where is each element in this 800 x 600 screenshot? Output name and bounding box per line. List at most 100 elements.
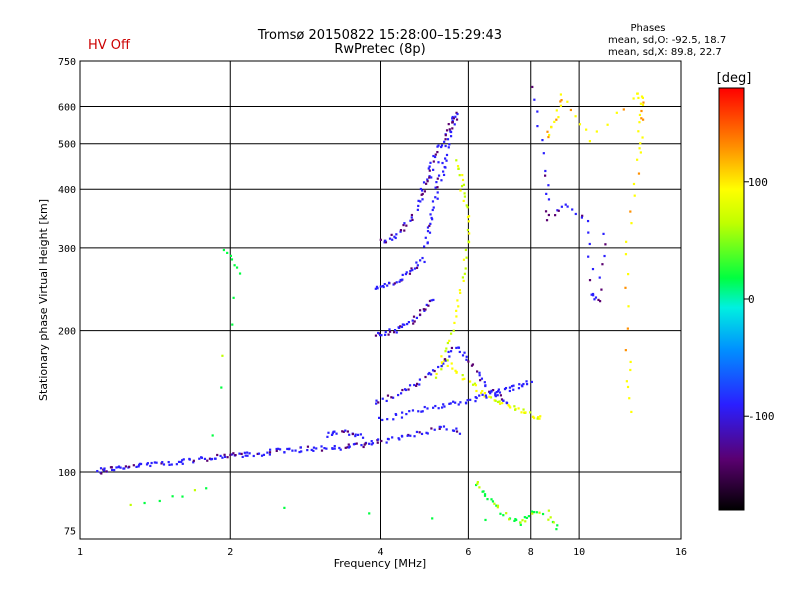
echo-point (454, 369, 457, 372)
echo-point (287, 448, 291, 451)
echo-point (428, 165, 431, 168)
echo-point (429, 222, 432, 225)
echo-point (413, 435, 416, 438)
echo-point (344, 429, 347, 432)
echo-point (415, 316, 419, 320)
echo-point (426, 407, 429, 410)
echo-point (455, 111, 458, 114)
echo-point (238, 272, 242, 275)
colorbar-tick-label: -100 (748, 410, 775, 423)
echo-point (591, 267, 595, 271)
echo-point (412, 315, 416, 318)
echo-point (436, 150, 439, 154)
echo-point (248, 452, 251, 455)
echo-point (437, 161, 440, 164)
echo-point (436, 197, 439, 200)
echo-point (243, 451, 246, 454)
x-tick-label: 2 (227, 547, 233, 558)
echo-point (480, 391, 483, 394)
echo-point (137, 465, 140, 468)
echo-point (449, 350, 453, 353)
echo-point (359, 433, 362, 436)
echo-point (441, 161, 444, 165)
echo-point (510, 385, 514, 388)
echo-point (555, 109, 558, 112)
echo-point (553, 120, 556, 123)
echo-point (483, 391, 487, 395)
echo-point (586, 219, 590, 223)
echo-point (435, 372, 438, 376)
echo-point (222, 248, 226, 252)
echo-point (498, 391, 502, 394)
echo-point (434, 153, 437, 156)
echo-point (449, 402, 452, 405)
echo-point (547, 198, 551, 201)
echo-point (578, 123, 582, 126)
echo-point (436, 177, 439, 180)
echo-point (451, 115, 454, 119)
echo-point (434, 196, 437, 199)
echo-point (444, 134, 447, 137)
echo-point (380, 334, 383, 337)
echo-point (429, 373, 433, 376)
echo-point (467, 220, 470, 223)
echo-point (229, 254, 233, 257)
echo-point (539, 415, 542, 418)
echo-point (442, 170, 445, 173)
echo-point (226, 456, 229, 459)
echo-point (387, 281, 391, 284)
echo-point (440, 368, 443, 371)
echo-point (415, 430, 419, 434)
echo-point (408, 410, 411, 413)
echo-point (423, 190, 427, 193)
echo-point (481, 390, 484, 393)
echo-point (170, 463, 173, 466)
echo-point (291, 449, 294, 452)
echo-point (381, 397, 384, 400)
echo-point (403, 323, 406, 326)
echo-point (520, 411, 523, 414)
echo-point (400, 325, 404, 329)
echo-point (478, 486, 481, 489)
x-tick-label: 4 (377, 547, 383, 558)
echo-point (428, 371, 431, 375)
echo-point (410, 213, 414, 217)
echo-point (574, 212, 577, 216)
echo-point (458, 174, 461, 177)
echo-point (423, 245, 426, 248)
y-tick-label: 750 (58, 57, 76, 68)
echo-point (492, 389, 495, 392)
echo-point (536, 417, 539, 420)
echo-point (399, 230, 402, 233)
echo-point (354, 442, 357, 446)
echo-point (467, 360, 470, 363)
echo-point (260, 454, 264, 457)
echo-point (454, 115, 457, 118)
echo-point (424, 308, 427, 311)
echo-point (246, 451, 249, 454)
echo-point (435, 181, 438, 184)
echo-point (448, 143, 451, 146)
echo-point (508, 518, 511, 521)
echo-point (555, 528, 558, 531)
echo-point (210, 458, 213, 461)
echo-point (505, 512, 508, 515)
echo-point (315, 447, 318, 450)
echo-point (219, 454, 222, 458)
echo-point (514, 518, 517, 521)
echo-point (368, 512, 371, 515)
echo-point (439, 425, 442, 429)
echo-point (463, 351, 466, 354)
echo-point (448, 128, 451, 131)
echo-point (393, 329, 397, 332)
echo-point (431, 208, 434, 212)
echo-point (448, 339, 451, 342)
echo-point (461, 178, 465, 182)
echo-point (458, 432, 462, 435)
echo-point (494, 394, 497, 397)
echo-point (451, 127, 454, 130)
colorbar: [deg] 100 0 -100 (717, 71, 775, 511)
echo-point (424, 236, 427, 239)
plot-area (79, 60, 682, 540)
echo-point (476, 481, 479, 484)
